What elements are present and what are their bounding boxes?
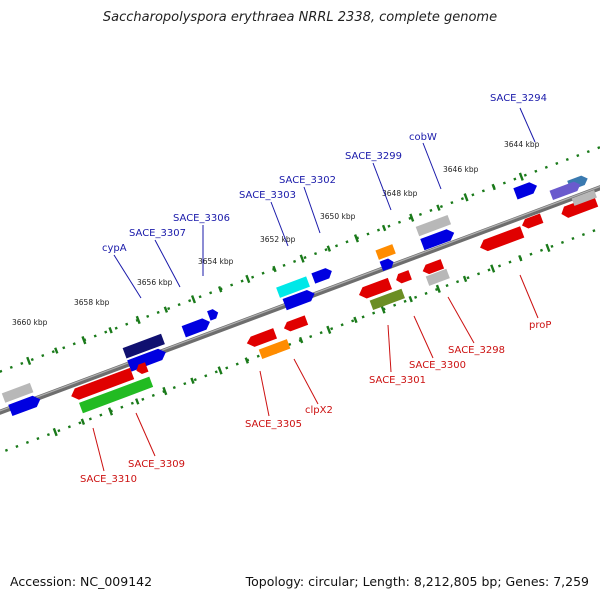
gene-label[interactable]: cypA <box>102 243 127 254</box>
gene-forward-blue-left[interactable] <box>8 394 42 417</box>
gene-sace-3302[interactable] <box>276 276 310 298</box>
gene-label[interactable]: SACE_3301 <box>369 375 426 386</box>
gene-sace-3298[interactable] <box>425 268 450 286</box>
gene-sace-3307[interactable] <box>127 347 168 372</box>
lower-ruler <box>0 201 600 456</box>
gene-label[interactable]: SACE_3310 <box>80 474 137 485</box>
gene-reverse-gray-right[interactable] <box>571 190 597 206</box>
gene-cobw[interactable] <box>415 214 452 237</box>
gene-reverse-red-3[interactable] <box>394 270 412 285</box>
gene-sace-3300[interactable] <box>421 259 445 276</box>
gene-label[interactable]: SACE_3300 <box>409 360 466 371</box>
gene-label[interactable]: SACE_3309 <box>128 459 185 470</box>
gene-label[interactable]: SACE_3294 <box>490 93 547 104</box>
tick-label: 3646 kbp <box>443 165 479 174</box>
page-title: Saccharopolyspora erythraea NRRL 2338, c… <box>102 10 498 25</box>
upper-ruler <box>0 130 600 385</box>
gene-reverse-red-1[interactable] <box>520 213 544 231</box>
gene-label[interactable]: SACE_3303 <box>239 190 296 201</box>
gene-forward-blue-1[interactable] <box>513 180 539 200</box>
tick-label: 3654 kbp <box>198 257 234 266</box>
tick-label: 3656 kbp <box>137 278 173 287</box>
gene-forward-blue-3[interactable] <box>379 257 396 272</box>
gene-clpx2[interactable] <box>282 315 309 333</box>
gene-sace-3299[interactable] <box>375 244 396 260</box>
tick-label: 3644 kbp <box>504 140 540 149</box>
gene-sace-3306[interactable] <box>181 316 212 338</box>
gene-sace-3310[interactable] <box>79 376 154 414</box>
genome-summary-text: Topology: circular; Length: 8,212,805 bp… <box>245 574 589 589</box>
gene-forward-blue-2[interactable] <box>420 227 456 251</box>
upper-leader-lines <box>113 107 536 299</box>
gene-forward-blue-5[interactable] <box>207 308 220 321</box>
lower-gene-labels: proP SACE_3298 SACE_3300 SACE_3301 clpX2… <box>80 320 551 485</box>
lower-ticks <box>52 243 551 437</box>
upper-ticks <box>26 172 524 366</box>
gene-cypa[interactable] <box>122 333 165 359</box>
gene-reverse-red-5[interactable] <box>245 328 278 349</box>
tick-label: 3652 kbp <box>260 235 296 244</box>
gene-reverse-red-2[interactable] <box>559 195 599 219</box>
gene-forward-gray-left[interactable] <box>1 382 34 403</box>
gene-sace-3301[interactable] <box>369 288 405 311</box>
gene-label[interactable]: SACE_3302 <box>279 175 336 186</box>
gene-sace-3303[interactable] <box>282 288 317 311</box>
tick-label: 3658 kbp <box>74 298 110 307</box>
forward-genes <box>1 175 588 417</box>
gene-prop[interactable] <box>478 226 525 253</box>
gene-reverse-red-6[interactable] <box>135 362 149 375</box>
accession-text: Accession: NC_009142 <box>10 574 153 589</box>
tick-label: 3648 kbp <box>382 189 418 198</box>
gene-sace-3305[interactable] <box>258 339 291 359</box>
genome-backbone <box>0 164 600 422</box>
gene-label[interactable]: SACE_3299 <box>345 151 402 162</box>
gene-forward-slate[interactable] <box>549 180 583 201</box>
gene-label[interactable]: proP <box>529 320 551 331</box>
upper-gene-labels: SACE_3294 cobW SACE_3299 SACE_3302 SACE_… <box>102 93 547 254</box>
tick-label: 3650 kbp <box>320 212 356 221</box>
tick-label: 3660 kbp <box>12 318 48 327</box>
gene-label[interactable]: SACE_3307 <box>129 228 186 239</box>
gene-label[interactable]: SACE_3305 <box>245 419 302 430</box>
reverse-genes <box>69 190 599 414</box>
gene-label[interactable]: cobW <box>409 132 437 143</box>
tick-labels: 3644 kbp 3646 kbp 3648 kbp 3650 kbp 3652… <box>12 140 540 327</box>
gene-label[interactable]: clpX2 <box>305 405 333 416</box>
gene-reverse-red-4[interactable] <box>357 277 393 301</box>
lower-leader-lines <box>92 274 539 472</box>
gene-sace-3309[interactable] <box>69 367 135 402</box>
gene-label[interactable]: SACE_3298 <box>448 345 505 356</box>
gene-forward-blue-4[interactable] <box>311 266 334 284</box>
gene-label[interactable]: SACE_3306 <box>173 213 230 224</box>
